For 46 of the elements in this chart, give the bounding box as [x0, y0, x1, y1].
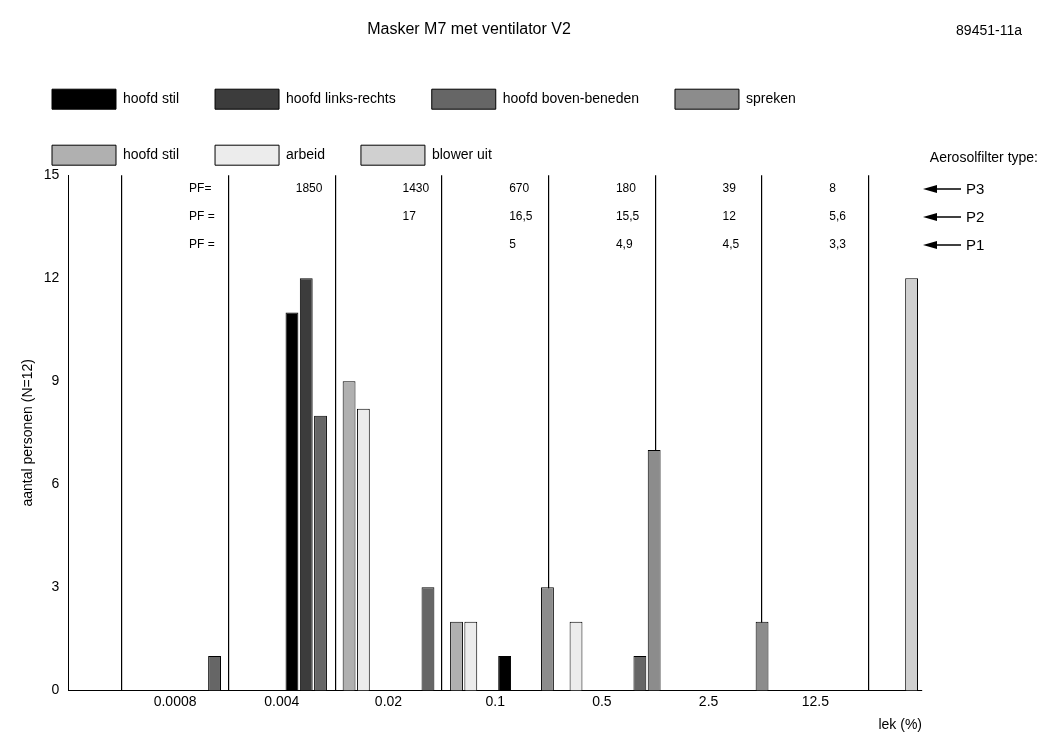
legend-label: arbeid: [286, 146, 325, 163]
annotation: 5: [509, 237, 516, 252]
text: 89451-11a: [956, 22, 1022, 38]
x-tick-label: 12.5: [801, 692, 830, 709]
legend-label: hoofd stil: [123, 90, 180, 107]
x-tick-label: 0.004: [264, 692, 300, 709]
annotation: 17: [402, 209, 416, 224]
annotation: 1850: [295, 181, 323, 196]
y-tick-label: 0: [51, 681, 60, 698]
annotation: 3,3: [829, 237, 846, 252]
annotation: PF =: [189, 209, 215, 224]
y-tick-label: 15: [43, 166, 60, 183]
y-tick-label: 9: [51, 372, 60, 389]
annotation: 15,5: [615, 209, 640, 224]
text: P3: [966, 180, 985, 198]
annotation: 1430: [402, 181, 430, 196]
legend-label: hoofd stil: [123, 146, 180, 163]
x-tick-label: 0.1: [485, 692, 506, 709]
legend-label: hoofd boven-beneden: [502, 90, 639, 107]
y-tick-label: 3: [51, 578, 60, 595]
annotation: 180: [615, 181, 636, 196]
annotation: 16,5: [509, 209, 533, 224]
y-tick-label: 12: [43, 269, 60, 286]
x-tick-label: 0.5: [592, 692, 612, 709]
annotation: 4,9: [615, 237, 633, 252]
annotation: 5,6: [829, 209, 846, 224]
chart-title: Masker M7 met ventilator V2: [367, 20, 571, 38]
y-tick-label: 6: [51, 475, 60, 492]
annotation: 12: [722, 209, 736, 224]
text: Aerosolfilter type:: [929, 149, 1038, 166]
annotation: 8: [829, 181, 836, 196]
legend-label: blower uit: [431, 146, 492, 163]
x-tick-label: 0.02: [374, 692, 403, 709]
x-tick-label: 2.5: [698, 692, 719, 709]
text: P1: [966, 236, 985, 254]
text: P2: [966, 208, 985, 226]
y-axis-title: aantal personen (N=12): [19, 359, 36, 507]
annotation: 39: [722, 181, 736, 196]
annotation: PF =: [189, 237, 215, 252]
annotation: 670: [509, 181, 530, 196]
x-axis-title: lek (%): [878, 716, 922, 733]
annotation: 4,5: [722, 237, 740, 252]
legend-label: spreken: [745, 90, 796, 107]
x-tick-label: 0.0008: [153, 692, 197, 709]
annotation: PF=: [189, 181, 212, 196]
legend-label: hoofd links-rechts: [286, 90, 396, 107]
